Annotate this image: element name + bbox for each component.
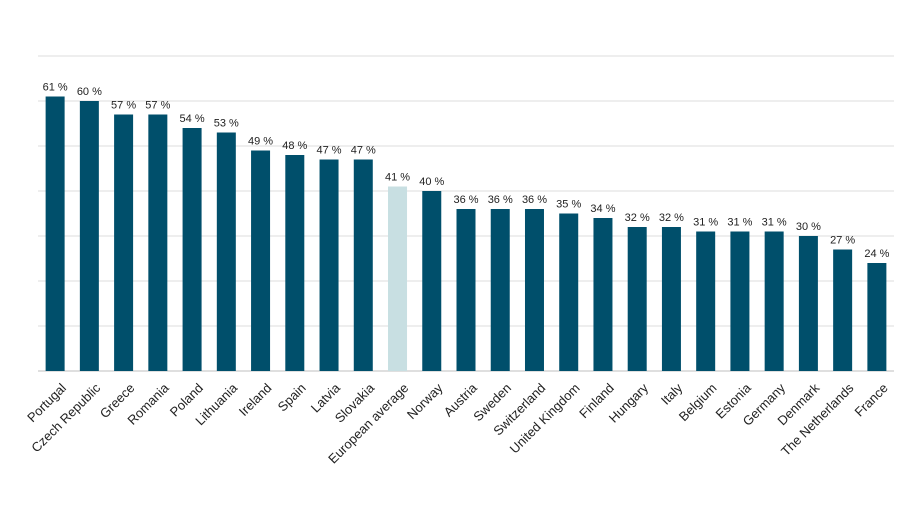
- bar-value-label: 24 %: [864, 248, 889, 260]
- bar-value-label: 57 %: [111, 100, 136, 112]
- bar: [456, 209, 476, 371]
- category-label: Italy: [658, 380, 686, 408]
- bar: [798, 236, 818, 371]
- bar-value-label: 36 %: [488, 194, 513, 206]
- value-labels: 61 % 60 % 57 % 57 % 54 % 53 % 49 % 48 % 47 % 47 %…: [43, 82, 890, 261]
- bar-value-label: 54 %: [180, 113, 205, 125]
- bar: [764, 231, 784, 371]
- bar-value-label: 31 %: [693, 217, 718, 229]
- category-label: Belgium: [676, 380, 720, 424]
- bar-value-label: 36 %: [453, 194, 478, 206]
- bar: [593, 218, 613, 371]
- bar: [285, 155, 305, 371]
- bar: [45, 96, 65, 371]
- bar-value-label: 47 %: [317, 145, 342, 157]
- bar-value-label: 34 %: [590, 203, 615, 215]
- bar: [661, 227, 681, 371]
- bar: [422, 191, 442, 371]
- bar: [79, 101, 99, 371]
- category-label: Ireland: [236, 380, 275, 419]
- bar-value-label: 32 %: [659, 212, 684, 224]
- bar: [182, 128, 202, 371]
- bar: [833, 249, 853, 371]
- bars: [45, 96, 887, 371]
- bar: [627, 227, 647, 371]
- bar-value-label: 49 %: [248, 136, 273, 148]
- bar-value-label: 36 %: [522, 194, 547, 206]
- bar: [388, 186, 408, 371]
- bar-value-label: 31 %: [727, 217, 752, 229]
- bar: [148, 114, 168, 371]
- category-label: Norway: [404, 380, 446, 422]
- bar: [490, 209, 510, 371]
- bar: [353, 159, 373, 371]
- bar: [216, 132, 236, 371]
- bar: [867, 263, 887, 371]
- bar-value-label: 30 %: [796, 221, 821, 233]
- bar: [251, 150, 271, 371]
- bar: [696, 231, 716, 371]
- bar: [319, 159, 339, 371]
- bar: [114, 114, 134, 371]
- bar-value-label: 53 %: [214, 118, 239, 130]
- bar-value-label: 32 %: [625, 212, 650, 224]
- category-label: France: [852, 380, 891, 419]
- bar-value-label: 47 %: [351, 145, 376, 157]
- bar-value-label: 27 %: [830, 235, 855, 247]
- bar-value-label: 35 %: [556, 199, 581, 211]
- category-label: Spain: [275, 380, 309, 414]
- bar-value-label: 60 %: [77, 86, 102, 98]
- bar-value-label: 41 %: [385, 172, 410, 184]
- bar: [559, 213, 579, 371]
- bar: [730, 231, 750, 371]
- bar: [524, 209, 544, 371]
- bar-value-label: 48 %: [282, 140, 307, 152]
- bar-value-label: 40 %: [419, 176, 444, 188]
- bar-value-label: 61 %: [43, 82, 68, 94]
- bar-value-label: 57 %: [145, 100, 170, 112]
- bar-value-label: 31 %: [762, 217, 787, 229]
